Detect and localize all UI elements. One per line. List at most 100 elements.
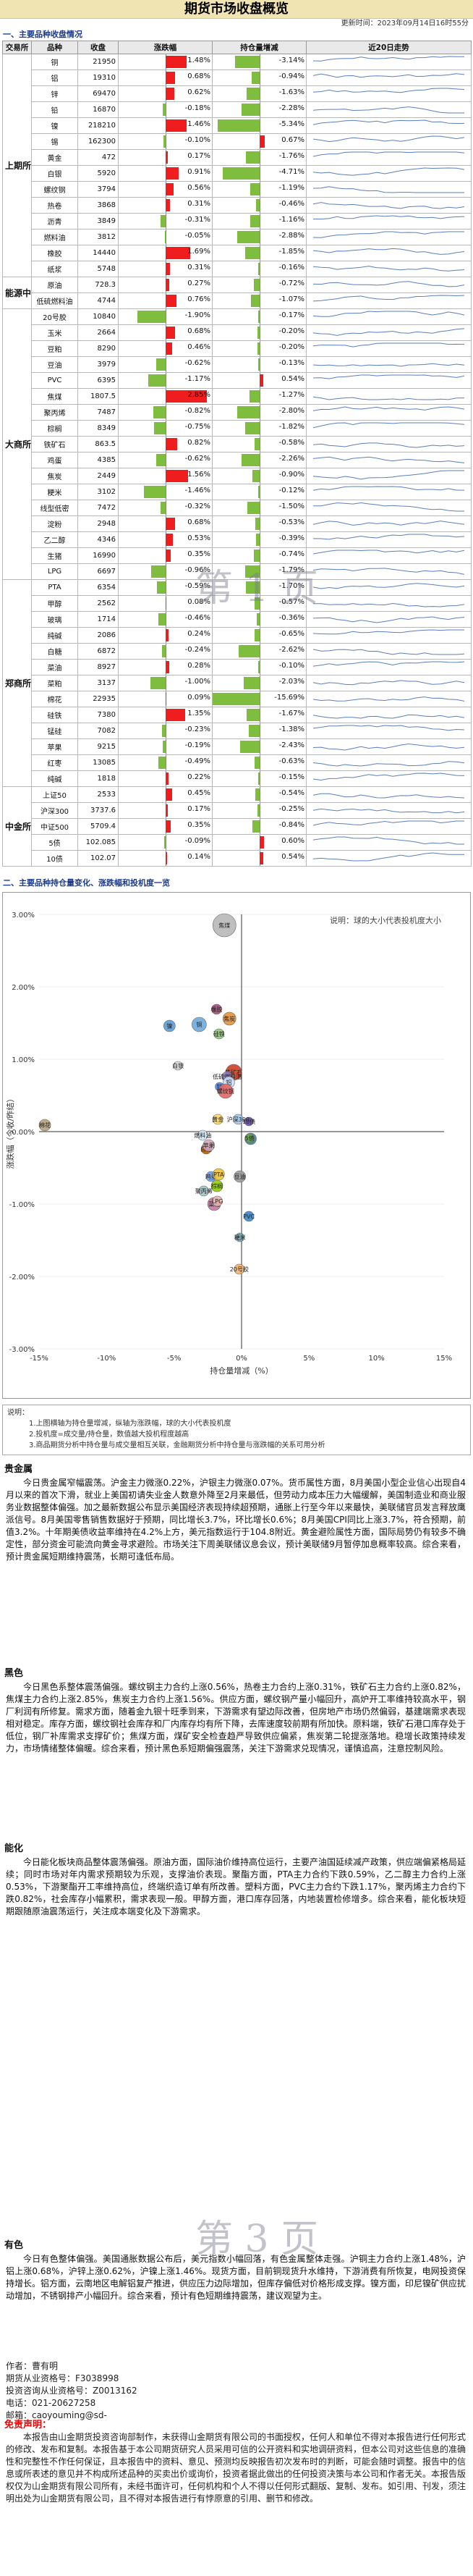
sparkline-svg xyxy=(312,725,465,731)
oi-change-bar xyxy=(259,135,265,148)
trend-sparkline xyxy=(306,754,472,771)
product-name: 纸浆 xyxy=(31,261,78,277)
close-price: 1807.5 xyxy=(77,388,119,405)
bubble-point xyxy=(218,1083,234,1099)
x-tick-label: -15% xyxy=(30,1355,48,1363)
chart-notes: 说明： 1.上图横轴为持仓量增减，纵轴为涨跌幅，球的大小代表投机度 2.投机度=… xyxy=(2,1405,471,1455)
product-name: 焦炭 xyxy=(31,468,78,484)
sparkline-svg xyxy=(312,629,464,635)
bubble-label: 5债 xyxy=(245,1135,255,1142)
trend-sparkline xyxy=(306,707,472,723)
page-title: 期货市场收盘概览 xyxy=(0,0,473,19)
note-line: 说明： xyxy=(7,1409,29,1417)
change-value: 0.53% xyxy=(187,534,210,542)
bubble-label: 白银 xyxy=(172,1062,184,1069)
disclaimer-text: 本报告由山金期货投资咨询部制作，未获得山金期货有限公司的书面授权，任何人和单位不… xyxy=(6,2432,466,2504)
table-row: 焦煤 1807.5 2.85% -1.27% xyxy=(3,388,472,405)
close-price: 7472 xyxy=(77,500,119,516)
table-row: 菜油 8927 0.28% -0.10% xyxy=(3,659,472,675)
oi-change-bar xyxy=(250,215,260,227)
product-name: 沪深300 xyxy=(31,802,78,819)
change-cell: 0.35% xyxy=(118,818,213,835)
sparkline-line xyxy=(312,568,465,575)
bubble-chart: 3.00% 2.00% 1.00% 0.00% -1.00% -2.00% -3.00% -1… xyxy=(2,892,471,1399)
oi-change-value: -2.26% xyxy=(278,455,304,463)
sparkline-svg xyxy=(312,422,465,429)
change-cell: -0.19% xyxy=(118,738,213,755)
sparkline-line xyxy=(312,470,464,480)
change-value: -0.05% xyxy=(184,232,210,240)
change-cell: -0.82% xyxy=(118,404,213,421)
oi-change-cell: -1.50% xyxy=(212,500,307,516)
change-value: -0.24% xyxy=(184,646,210,654)
trend-sparkline xyxy=(306,261,472,277)
change-bar xyxy=(165,342,172,355)
change-bar xyxy=(137,311,166,323)
change-cell: 0.08% xyxy=(118,595,213,612)
oi-change-cell: -0.12% xyxy=(212,484,307,500)
oi-change-cell: -15.69% xyxy=(212,691,307,707)
change-value: -0.19% xyxy=(184,741,210,749)
product-name: 红枣 xyxy=(31,754,78,771)
sparkline-line xyxy=(312,328,465,336)
change-cell: 0.35% xyxy=(118,547,213,564)
product-name: 原油 xyxy=(31,277,78,293)
change-bar xyxy=(165,693,167,705)
table-row: 焦炭 2449 1.56% -0.90% xyxy=(3,468,472,484)
bubble-label: 黄金 xyxy=(212,1116,223,1123)
oi-change-value: -0.17% xyxy=(278,311,304,319)
oi-change-value: -0.65% xyxy=(278,630,304,638)
close-price: 5748 xyxy=(77,261,119,277)
sparkline-line xyxy=(312,311,465,317)
sparkline-svg xyxy=(312,550,465,555)
product-name: 焦煤 xyxy=(31,388,78,405)
contact-block: 作者：曹有明 期货从业资格号：F3038998 投资咨询从业资格号：Z00131… xyxy=(6,2360,137,2422)
change-bar xyxy=(165,629,169,641)
change-bar xyxy=(150,677,166,689)
oi-change-bar xyxy=(257,773,260,785)
oi-change-bar xyxy=(258,661,260,673)
sparkline-line xyxy=(312,773,465,781)
para-precious-metals: 今日贵金属窄幅震荡。沪金主力微涨0.22%，沪银主力微涨0.07%。货币属性方面… xyxy=(6,1478,466,1562)
oi-change-bar xyxy=(236,231,260,243)
oi-change-cell: -2.43% xyxy=(212,738,307,755)
y-tick-label: 0.00% xyxy=(12,1129,35,1137)
oi-change-cell: 0.60% xyxy=(212,834,307,851)
change-cell: 0.24% xyxy=(118,627,213,644)
table-row: 郑商所 PTA 6354 -0.59% -1.70% xyxy=(2,579,472,787)
close-price: 5920 xyxy=(77,165,119,182)
oi-change-cell: -0.10% xyxy=(212,659,307,675)
trend-sparkline xyxy=(306,149,472,166)
close-price: 2086 xyxy=(77,627,119,644)
change-value: 0.22% xyxy=(187,773,210,781)
close-price: 2562 xyxy=(77,595,119,612)
change-cell: -0.62% xyxy=(118,452,213,468)
oi-change-bar xyxy=(244,422,260,434)
change-cell: 0.31% xyxy=(118,197,213,214)
oi-change-value: 0.54% xyxy=(281,375,304,383)
sparkline-line xyxy=(312,761,465,767)
change-bar xyxy=(165,709,185,721)
trend-sparkline xyxy=(306,197,472,214)
table-row: 甲醇 2562 0.08% -0.57% xyxy=(3,595,472,612)
table-row: 乙二醇 4346 0.53% -0.39% xyxy=(3,531,472,548)
product-name: 螺纹钢 xyxy=(31,181,78,198)
product-name: 上证50 xyxy=(31,786,78,803)
sparkline-svg xyxy=(312,521,465,526)
x-tick-label: -10% xyxy=(97,1355,116,1363)
table-row: 聚丙烯 7487 -0.82% -2.80% xyxy=(3,404,472,421)
email[interactable]: 邮箱：caoyouming@sd- xyxy=(6,2410,107,2420)
bubble-point xyxy=(203,1139,215,1152)
sparkline-svg xyxy=(312,743,465,751)
oi-change-value: -1.70% xyxy=(278,582,304,590)
trend-sparkline xyxy=(306,691,472,707)
product-name: 淀粉 xyxy=(31,515,78,532)
trend-sparkline xyxy=(306,611,472,628)
table-row: 豆粕 8290 0.46% -0.20% xyxy=(3,340,472,357)
oi-change-cell: -0.20% xyxy=(212,340,307,357)
oi-change-bar xyxy=(258,486,260,498)
oi-change-value: -15.69% xyxy=(274,694,304,702)
trend-sparkline xyxy=(306,643,472,660)
oi-change-cell: -2.80% xyxy=(212,404,307,421)
bubble-label: 焦煤 xyxy=(218,922,230,929)
